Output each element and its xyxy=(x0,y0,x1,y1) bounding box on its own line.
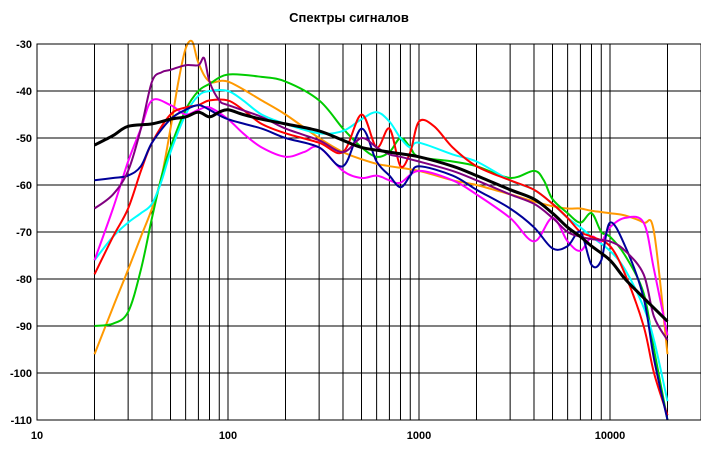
chart-title: Спектры сигналов xyxy=(289,10,409,25)
grid xyxy=(36,43,701,421)
x-tick-label: 100 xyxy=(219,430,237,442)
series-line xyxy=(93,39,669,355)
x-tick-label: 10 xyxy=(31,430,43,442)
y-tick-label: -70 xyxy=(16,227,32,239)
plot-area-frame xyxy=(36,43,701,421)
series-line xyxy=(93,98,669,336)
y-tick-label: -90 xyxy=(16,321,32,333)
y-tick-label: -50 xyxy=(16,133,32,145)
series-line xyxy=(93,98,669,416)
x-axis-tick-labels: 10 100 1000 10000 xyxy=(31,430,625,442)
y-tick-label: -60 xyxy=(16,180,32,192)
x-tick-label: 1000 xyxy=(407,430,431,442)
series-line xyxy=(93,56,669,341)
y-tick-label: -40 xyxy=(16,86,32,98)
y-tick-label: -100 xyxy=(10,368,32,380)
series-line xyxy=(93,108,669,323)
x-tick-label: 10000 xyxy=(595,430,626,442)
y-tick-label: -80 xyxy=(16,274,32,286)
series-group xyxy=(93,39,669,421)
series-line xyxy=(94,73,669,421)
y-tick-label: -110 xyxy=(11,415,32,427)
y-axis-tick-labels: -30 -40 -50 -60 -70 -80 -90 -100 -110 xyxy=(10,39,32,427)
series-line xyxy=(94,104,669,421)
series-line xyxy=(93,89,669,402)
y-tick-label: -30 xyxy=(16,39,32,51)
